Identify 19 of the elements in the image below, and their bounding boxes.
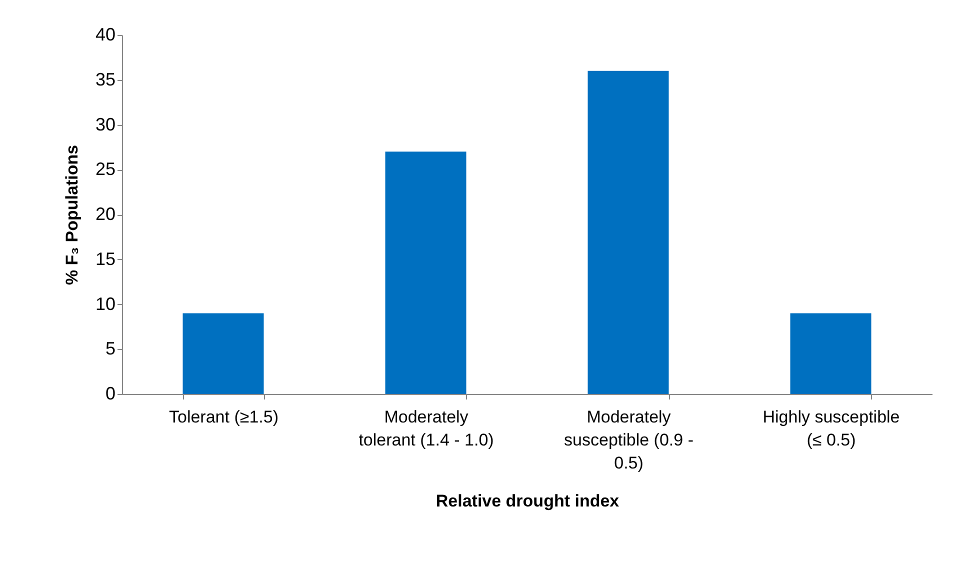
y-tick-label: 0	[105, 384, 116, 404]
bar	[182, 313, 264, 394]
y-tick-label: 30	[95, 114, 116, 134]
y-tick-label: 5	[105, 338, 116, 359]
bar	[790, 313, 872, 394]
bar	[588, 70, 669, 394]
x-axis-title: Relative drought index	[436, 492, 620, 510]
x-tick-label: Highly susceptible (≤ 0.5)	[762, 408, 900, 450]
y-tick-label: 10	[95, 294, 116, 314]
x-tick-label: Moderately susceptible (0.9 - 0.5)	[564, 408, 694, 472]
y-axis-title: % F₃ Populations	[62, 144, 82, 286]
y-tick-label: 20	[95, 204, 116, 224]
y-tick-label: 40	[95, 24, 116, 44]
x-tick-label: Moderately tolerant (1.4 - 1.0)	[358, 408, 494, 450]
y-tick-label: 35	[95, 69, 116, 90]
x-tick-label: Tolerant (≥1.5)	[169, 408, 278, 426]
y-tick-label: 15	[95, 248, 116, 269]
bar	[385, 152, 466, 394]
y-tick-label: 25	[95, 159, 116, 180]
